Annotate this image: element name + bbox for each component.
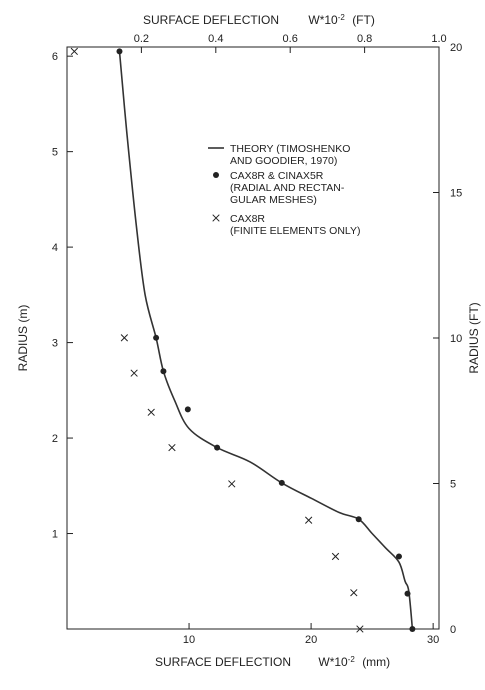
- cross-markers-layer: [70, 47, 364, 633]
- y-tick-label: 4: [52, 242, 58, 254]
- top-axis-title: SURFACE DEFLECTION W*10-2 (FT): [143, 13, 375, 28]
- cross-marker: [168, 443, 176, 452]
- legend-label: AND GOODIER, 1970): [230, 155, 337, 167]
- bottom-axis-exponent: -2: [348, 655, 356, 664]
- left-axis-title: RADIUS (m): [16, 305, 30, 372]
- bottom-axis-unit: (mm): [362, 655, 390, 669]
- dot-marker: [395, 553, 402, 560]
- y-tick-label: 1: [52, 529, 58, 541]
- y2-tick-label: 0: [450, 624, 456, 636]
- cross-marker: [130, 369, 138, 377]
- theory-curve-layer: [118, 51, 414, 630]
- legend-label: (RADIAL AND RECTAN-: [230, 182, 345, 194]
- theory-curve: [118, 51, 414, 630]
- cross-marker: [305, 516, 313, 524]
- legend-label: CAX8R & CINAX5R: [230, 170, 324, 182]
- x2-tick-label: 0.8: [357, 33, 372, 45]
- legend-dot-swatch: [213, 172, 219, 178]
- y-tick-label: 6: [52, 51, 58, 63]
- y2-tick-label: 20: [450, 42, 462, 54]
- legend-label: (FINITE ELEMENTS ONLY): [230, 225, 361, 237]
- dot-marker: [355, 516, 362, 523]
- dot-marker: [409, 626, 416, 632]
- cross-marker: [147, 408, 155, 416]
- cross-marker: [331, 552, 340, 561]
- x-tick-label: 20: [305, 634, 317, 646]
- x-tick-label: 30: [427, 634, 439, 646]
- x2-tick-label: 0.4: [208, 33, 223, 45]
- right-axis-title: RADIUS (FT): [467, 302, 481, 373]
- dot-markers-layer: [116, 48, 416, 632]
- bottom-axis-label: SURFACE DEFLECTION: [155, 655, 291, 669]
- cross-marker: [70, 47, 78, 56]
- top-axis-symbol: W*10: [308, 13, 338, 27]
- legend-label: CAX8R: [230, 213, 265, 225]
- dot-marker: [153, 334, 160, 341]
- y-tick-label: 5: [52, 147, 58, 159]
- legend-label: GULAR MESHES): [230, 194, 317, 206]
- cross-marker: [350, 589, 358, 597]
- x2-tick-label: 0.6: [283, 33, 298, 45]
- ticks-layer: 10 20 30 0.2 0.4 0.6 0.8 1.0 1 2 3 4 5 6 0 5 10 15 20: [52, 33, 462, 646]
- y2-tick-label: 15: [450, 188, 462, 200]
- dot-marker: [160, 368, 167, 375]
- y-tick-label: 3: [52, 338, 58, 350]
- plot-frame: [66, 46, 440, 630]
- dot-marker: [278, 479, 285, 486]
- x2-tick-label: 0.2: [134, 33, 149, 45]
- y2-tick-label: 5: [450, 479, 456, 491]
- top-axis-label: SURFACE DEFLECTION: [143, 13, 279, 27]
- y-tick-label: 2: [52, 433, 58, 445]
- x-tick-label: 10: [183, 634, 195, 646]
- dot-marker: [214, 444, 221, 451]
- cross-marker: [356, 625, 364, 633]
- dot-marker: [116, 48, 123, 55]
- cross-marker: [120, 334, 129, 342]
- dot-marker: [404, 590, 411, 597]
- legend-cross-swatch: [212, 214, 220, 222]
- y2-tick-label: 10: [450, 333, 462, 345]
- x2-tick-label: 1.0: [431, 33, 446, 45]
- top-axis-exponent: -2: [338, 13, 346, 22]
- bottom-axis-title: SURFACE DEFLECTION W*10-2 (mm): [155, 655, 390, 670]
- bottom-axis-symbol: W*10: [318, 655, 348, 669]
- cross-marker: [228, 480, 236, 488]
- dot-marker: [184, 406, 191, 413]
- legend-label: THEORY (TIMOSHENKO: [230, 143, 350, 155]
- top-axis-unit: (FT): [352, 13, 375, 27]
